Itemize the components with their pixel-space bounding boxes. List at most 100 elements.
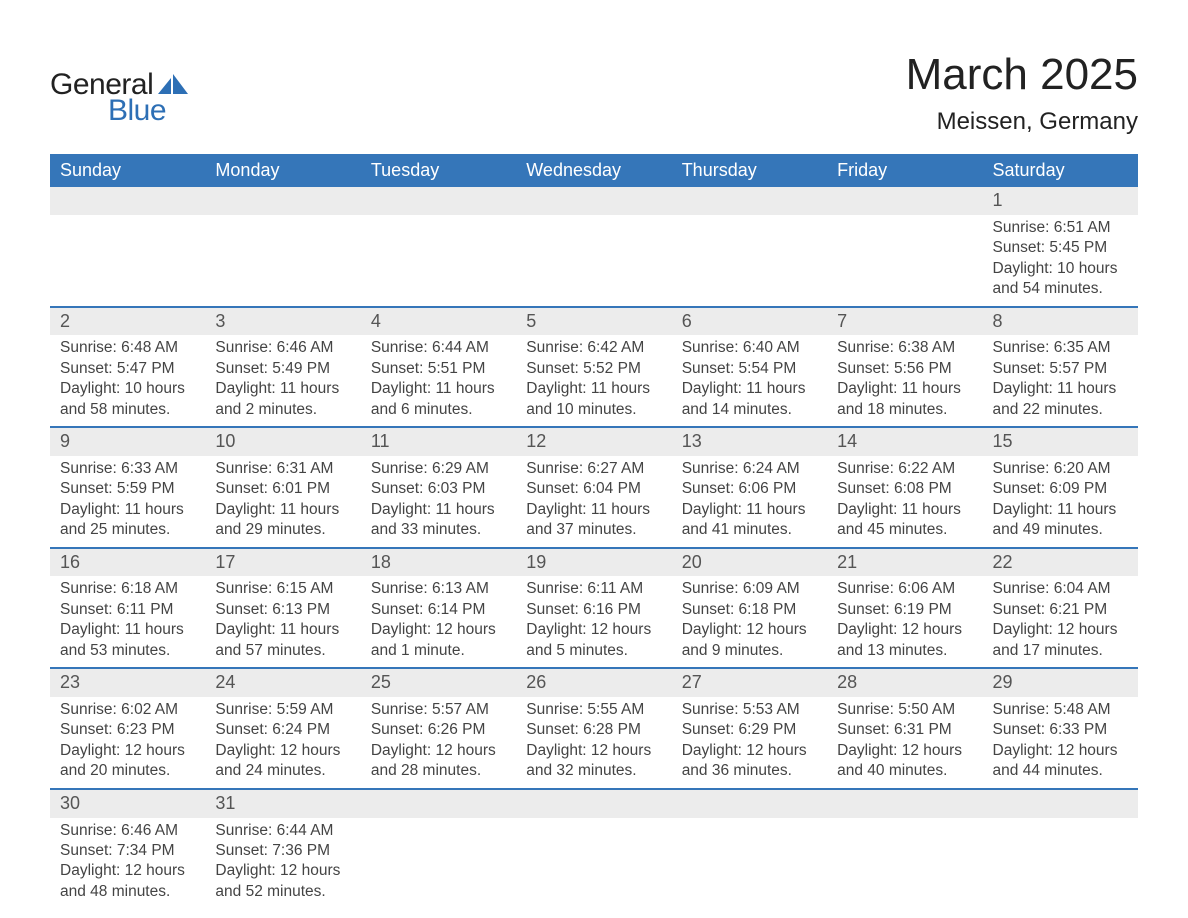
sunset-line: Sunset: 6:14 PM xyxy=(371,600,506,620)
calendar-cell-daynum: 23 xyxy=(50,668,205,697)
calendar-cell-data: Sunrise: 6:13 AMSunset: 6:14 PMDaylight:… xyxy=(361,576,516,668)
sunset-line: Sunset: 6:29 PM xyxy=(682,720,817,740)
daylight-line: Daylight: 12 hours and 1 minute. xyxy=(371,620,506,661)
sunset-line: Sunset: 5:54 PM xyxy=(682,359,817,379)
day-number-empty xyxy=(983,790,1138,818)
week-data-row: Sunrise: 6:48 AMSunset: 5:47 PMDaylight:… xyxy=(50,335,1138,427)
daylight-line: Daylight: 11 hours and 10 minutes. xyxy=(526,379,661,420)
calendar-cell-data xyxy=(205,215,360,307)
daylight-line: Daylight: 12 hours and 36 minutes. xyxy=(682,741,817,782)
sunrise-line: Sunrise: 6:09 AM xyxy=(682,579,817,599)
sunrise-line: Sunrise: 6:15 AM xyxy=(215,579,350,599)
day-number-empty xyxy=(672,187,827,215)
calendar-cell-data: Sunrise: 5:53 AMSunset: 6:29 PMDaylight:… xyxy=(672,697,827,789)
daylight-line: Daylight: 11 hours and 49 minutes. xyxy=(993,500,1128,541)
sunset-line: Sunset: 6:16 PM xyxy=(526,600,661,620)
calendar-cell-data: Sunrise: 5:50 AMSunset: 6:31 PMDaylight:… xyxy=(827,697,982,789)
day-details: Sunrise: 6:44 AMSunset: 5:51 PMDaylight:… xyxy=(361,335,516,426)
day-details: Sunrise: 6:44 AMSunset: 7:36 PMDaylight:… xyxy=(205,818,360,909)
calendar-cell-daynum: 7 xyxy=(827,307,982,336)
day-number: 3 xyxy=(205,308,360,336)
daylight-line: Daylight: 11 hours and 53 minutes. xyxy=(60,620,195,661)
sunrise-line: Sunrise: 6:40 AM xyxy=(682,338,817,358)
daylight-line: Daylight: 11 hours and 57 minutes. xyxy=(215,620,350,661)
calendar-cell-daynum: 22 xyxy=(983,548,1138,577)
calendar-cell-daynum: 14 xyxy=(827,427,982,456)
day-number: 21 xyxy=(827,549,982,577)
logo-triangle-icon xyxy=(158,72,188,94)
daylight-line: Daylight: 11 hours and 45 minutes. xyxy=(837,500,972,541)
week-daynum-row: 16171819202122 xyxy=(50,548,1138,577)
day-number: 19 xyxy=(516,549,671,577)
sunset-line: Sunset: 5:45 PM xyxy=(993,238,1128,258)
week-data-row: Sunrise: 6:33 AMSunset: 5:59 PMDaylight:… xyxy=(50,456,1138,548)
title-block: March 2025 Meissen, Germany xyxy=(906,50,1138,136)
daylight-line: Daylight: 12 hours and 52 minutes. xyxy=(215,861,350,902)
day-details: Sunrise: 6:04 AMSunset: 6:21 PMDaylight:… xyxy=(983,576,1138,667)
day-number: 17 xyxy=(205,549,360,577)
day-details: Sunrise: 6:48 AMSunset: 5:47 PMDaylight:… xyxy=(50,335,205,426)
calendar-cell-data: Sunrise: 6:04 AMSunset: 6:21 PMDaylight:… xyxy=(983,576,1138,668)
day-number: 10 xyxy=(205,428,360,456)
daylight-line: Daylight: 11 hours and 18 minutes. xyxy=(837,379,972,420)
day-number: 12 xyxy=(516,428,671,456)
week-data-row: Sunrise: 6:46 AMSunset: 7:34 PMDaylight:… xyxy=(50,818,1138,909)
calendar-cell-daynum: 31 xyxy=(205,789,360,818)
calendar-cell-data xyxy=(672,215,827,307)
calendar-cell-data: Sunrise: 5:55 AMSunset: 6:28 PMDaylight:… xyxy=(516,697,671,789)
sunrise-line: Sunrise: 6:20 AM xyxy=(993,459,1128,479)
calendar-cell-daynum: 26 xyxy=(516,668,671,697)
calendar-cell-daynum xyxy=(516,789,671,818)
daylight-line: Daylight: 12 hours and 44 minutes. xyxy=(993,741,1128,782)
sunset-line: Sunset: 5:56 PM xyxy=(837,359,972,379)
day-number-empty xyxy=(205,187,360,215)
calendar-cell-daynum: 8 xyxy=(983,307,1138,336)
sunset-line: Sunset: 7:36 PM xyxy=(215,841,350,861)
daylight-line: Daylight: 12 hours and 20 minutes. xyxy=(60,741,195,782)
calendar-cell-data: Sunrise: 6:42 AMSunset: 5:52 PMDaylight:… xyxy=(516,335,671,427)
sunset-line: Sunset: 6:13 PM xyxy=(215,600,350,620)
day-number-empty xyxy=(516,790,671,818)
day-details: Sunrise: 6:35 AMSunset: 5:57 PMDaylight:… xyxy=(983,335,1138,426)
day-number: 8 xyxy=(983,308,1138,336)
calendar-head: SundayMondayTuesdayWednesdayThursdayFrid… xyxy=(50,154,1138,187)
calendar-cell-daynum: 28 xyxy=(827,668,982,697)
sunset-line: Sunset: 6:24 PM xyxy=(215,720,350,740)
calendar-cell-daynum xyxy=(205,187,360,215)
calendar-cell-daynum xyxy=(361,789,516,818)
calendar-cell-data: Sunrise: 6:22 AMSunset: 6:08 PMDaylight:… xyxy=(827,456,982,548)
sunset-line: Sunset: 5:52 PM xyxy=(526,359,661,379)
day-number: 30 xyxy=(50,790,205,818)
day-details: Sunrise: 6:31 AMSunset: 6:01 PMDaylight:… xyxy=(205,456,360,547)
calendar-cell-daynum xyxy=(672,789,827,818)
calendar-cell-data xyxy=(50,215,205,307)
sunrise-line: Sunrise: 6:18 AM xyxy=(60,579,195,599)
day-number: 7 xyxy=(827,308,982,336)
day-details: Sunrise: 5:55 AMSunset: 6:28 PMDaylight:… xyxy=(516,697,671,788)
calendar-cell-daynum xyxy=(827,789,982,818)
week-data-row: Sunrise: 6:02 AMSunset: 6:23 PMDaylight:… xyxy=(50,697,1138,789)
calendar-cell-data xyxy=(672,818,827,909)
day-header: Thursday xyxy=(672,154,827,187)
daylight-line: Daylight: 12 hours and 28 minutes. xyxy=(371,741,506,782)
daylight-line: Daylight: 11 hours and 22 minutes. xyxy=(993,379,1128,420)
calendar-cell-data: Sunrise: 6:02 AMSunset: 6:23 PMDaylight:… xyxy=(50,697,205,789)
daylight-line: Daylight: 11 hours and 2 minutes. xyxy=(215,379,350,420)
day-details: Sunrise: 6:11 AMSunset: 6:16 PMDaylight:… xyxy=(516,576,671,667)
day-details: Sunrise: 6:42 AMSunset: 5:52 PMDaylight:… xyxy=(516,335,671,426)
calendar-cell-daynum: 1 xyxy=(983,187,1138,215)
calendar-cell-daynum: 18 xyxy=(361,548,516,577)
calendar-cell-daynum: 21 xyxy=(827,548,982,577)
calendar-cell-data xyxy=(516,818,671,909)
day-details: Sunrise: 6:51 AMSunset: 5:45 PMDaylight:… xyxy=(983,215,1138,306)
calendar-cell-daynum: 30 xyxy=(50,789,205,818)
calendar-cell-daynum: 5 xyxy=(516,307,671,336)
day-details: Sunrise: 6:06 AMSunset: 6:19 PMDaylight:… xyxy=(827,576,982,667)
calendar-cell-daynum: 4 xyxy=(361,307,516,336)
day-number-empty xyxy=(672,790,827,818)
sunrise-line: Sunrise: 6:04 AM xyxy=(993,579,1128,599)
day-header: Friday xyxy=(827,154,982,187)
day-details: Sunrise: 6:20 AMSunset: 6:09 PMDaylight:… xyxy=(983,456,1138,547)
calendar-cell-data xyxy=(983,818,1138,909)
calendar-cell-data xyxy=(361,215,516,307)
